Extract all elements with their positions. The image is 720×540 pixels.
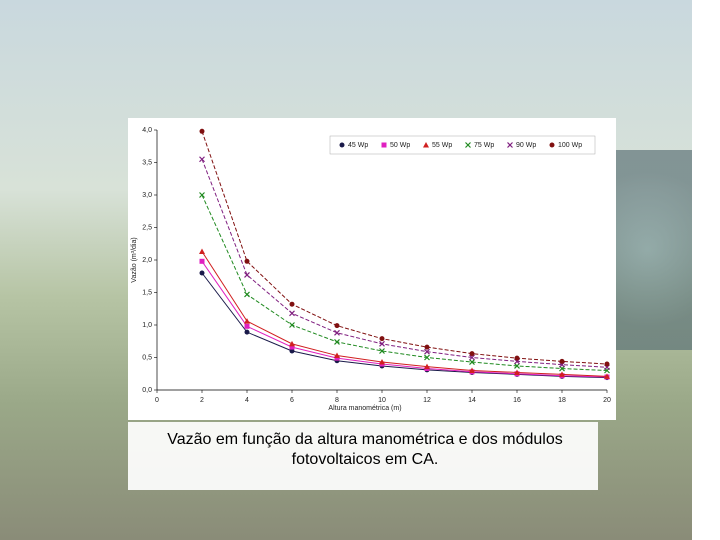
y-tick-label: 4,0 (142, 127, 152, 134)
y-tick-label: 2,0 (142, 257, 152, 264)
legend-marker (381, 142, 387, 148)
series-line (201, 272, 608, 379)
data-point (289, 344, 295, 350)
series-line (201, 159, 608, 368)
x-tick-label: 2 (200, 397, 204, 404)
data-point (469, 351, 475, 357)
data-point (244, 291, 250, 298)
series-line (201, 251, 608, 377)
data-point (199, 128, 205, 134)
x-tick-label: 20 (603, 397, 611, 404)
data-point (244, 272, 250, 278)
data-point (199, 248, 205, 255)
x-tick-label: 8 (335, 397, 339, 404)
x-tick-label: 16 (513, 397, 521, 404)
data-point (289, 310, 295, 317)
data-point (469, 359, 475, 365)
y-tick-label: 2,5 (142, 224, 152, 231)
legend-marker (423, 142, 429, 148)
x-tick-label: 6 (290, 397, 294, 404)
data-point (379, 359, 385, 365)
data-point (469, 367, 475, 373)
data-point (244, 323, 250, 329)
legend-label: 100 Wp (558, 142, 582, 149)
data-point (424, 363, 430, 370)
data-point (289, 322, 295, 328)
data-point (244, 318, 250, 324)
data-point (379, 340, 385, 347)
data-point (379, 336, 385, 342)
data-point (289, 301, 295, 307)
legend-label: 45 Wp (348, 142, 368, 149)
data-point (199, 192, 205, 198)
data-point (559, 371, 565, 377)
data-point (289, 348, 295, 354)
y-tick-label: 0,5 (142, 354, 152, 361)
slide-edge (692, 0, 720, 540)
caption-background (128, 422, 598, 490)
y-tick-label: 1,0 (142, 322, 152, 329)
chart-background (128, 118, 616, 420)
legend-marker (507, 142, 513, 148)
data-point (334, 355, 340, 361)
data-point (199, 258, 205, 264)
legend-marker (549, 142, 555, 148)
x-tick-label: 0 (155, 397, 159, 404)
series-line (201, 131, 608, 365)
data-point (514, 369, 520, 375)
legend-label: 90 Wp (516, 142, 536, 149)
y-axis-label: Vazão (m³/dia) (131, 237, 138, 282)
data-point (424, 344, 430, 350)
caption-box: Vazão em função da altura manométrica e … (167, 431, 563, 468)
legend-box (329, 135, 596, 155)
legend-label: 75 Wp (474, 142, 494, 149)
data-point (424, 348, 430, 355)
legend-marker (339, 142, 345, 148)
legend-marker (465, 142, 471, 148)
x-tick-label: 12 (423, 397, 431, 404)
caption: Vazão em função da altura manométrica e … (167, 431, 563, 468)
y-tick-label: 3,0 (142, 192, 152, 199)
data-point (199, 156, 205, 163)
data-point (334, 329, 340, 336)
series-line (201, 261, 608, 378)
series-line (201, 194, 608, 371)
data-point (289, 340, 295, 347)
y-tick-label: 3,5 (142, 159, 152, 166)
x-tick-label: 10 (378, 397, 386, 404)
y-tick-label: 0,0 (142, 387, 152, 394)
x-axis-label: Altura manométrica (m) (328, 405, 401, 412)
data-point (514, 355, 520, 361)
data-point (334, 338, 340, 345)
data-point (604, 373, 610, 379)
x-tick-label: 14 (468, 397, 476, 404)
data-point (244, 329, 250, 335)
data-point (424, 354, 430, 361)
y-tick-label: 1,5 (142, 289, 152, 296)
x-tick-label: 4 (245, 397, 249, 404)
data-point (604, 361, 610, 367)
data-point (514, 363, 520, 369)
data-point (379, 348, 385, 354)
legend-label: 55 Wp (432, 142, 452, 149)
data-point (334, 323, 340, 329)
legend-label: 50 Wp (390, 142, 410, 149)
x-tick-label: 18 (558, 397, 566, 404)
data-point (469, 354, 475, 361)
data-point (199, 270, 205, 276)
data-point (334, 352, 340, 359)
data-point (559, 358, 565, 364)
data-point (244, 258, 250, 264)
